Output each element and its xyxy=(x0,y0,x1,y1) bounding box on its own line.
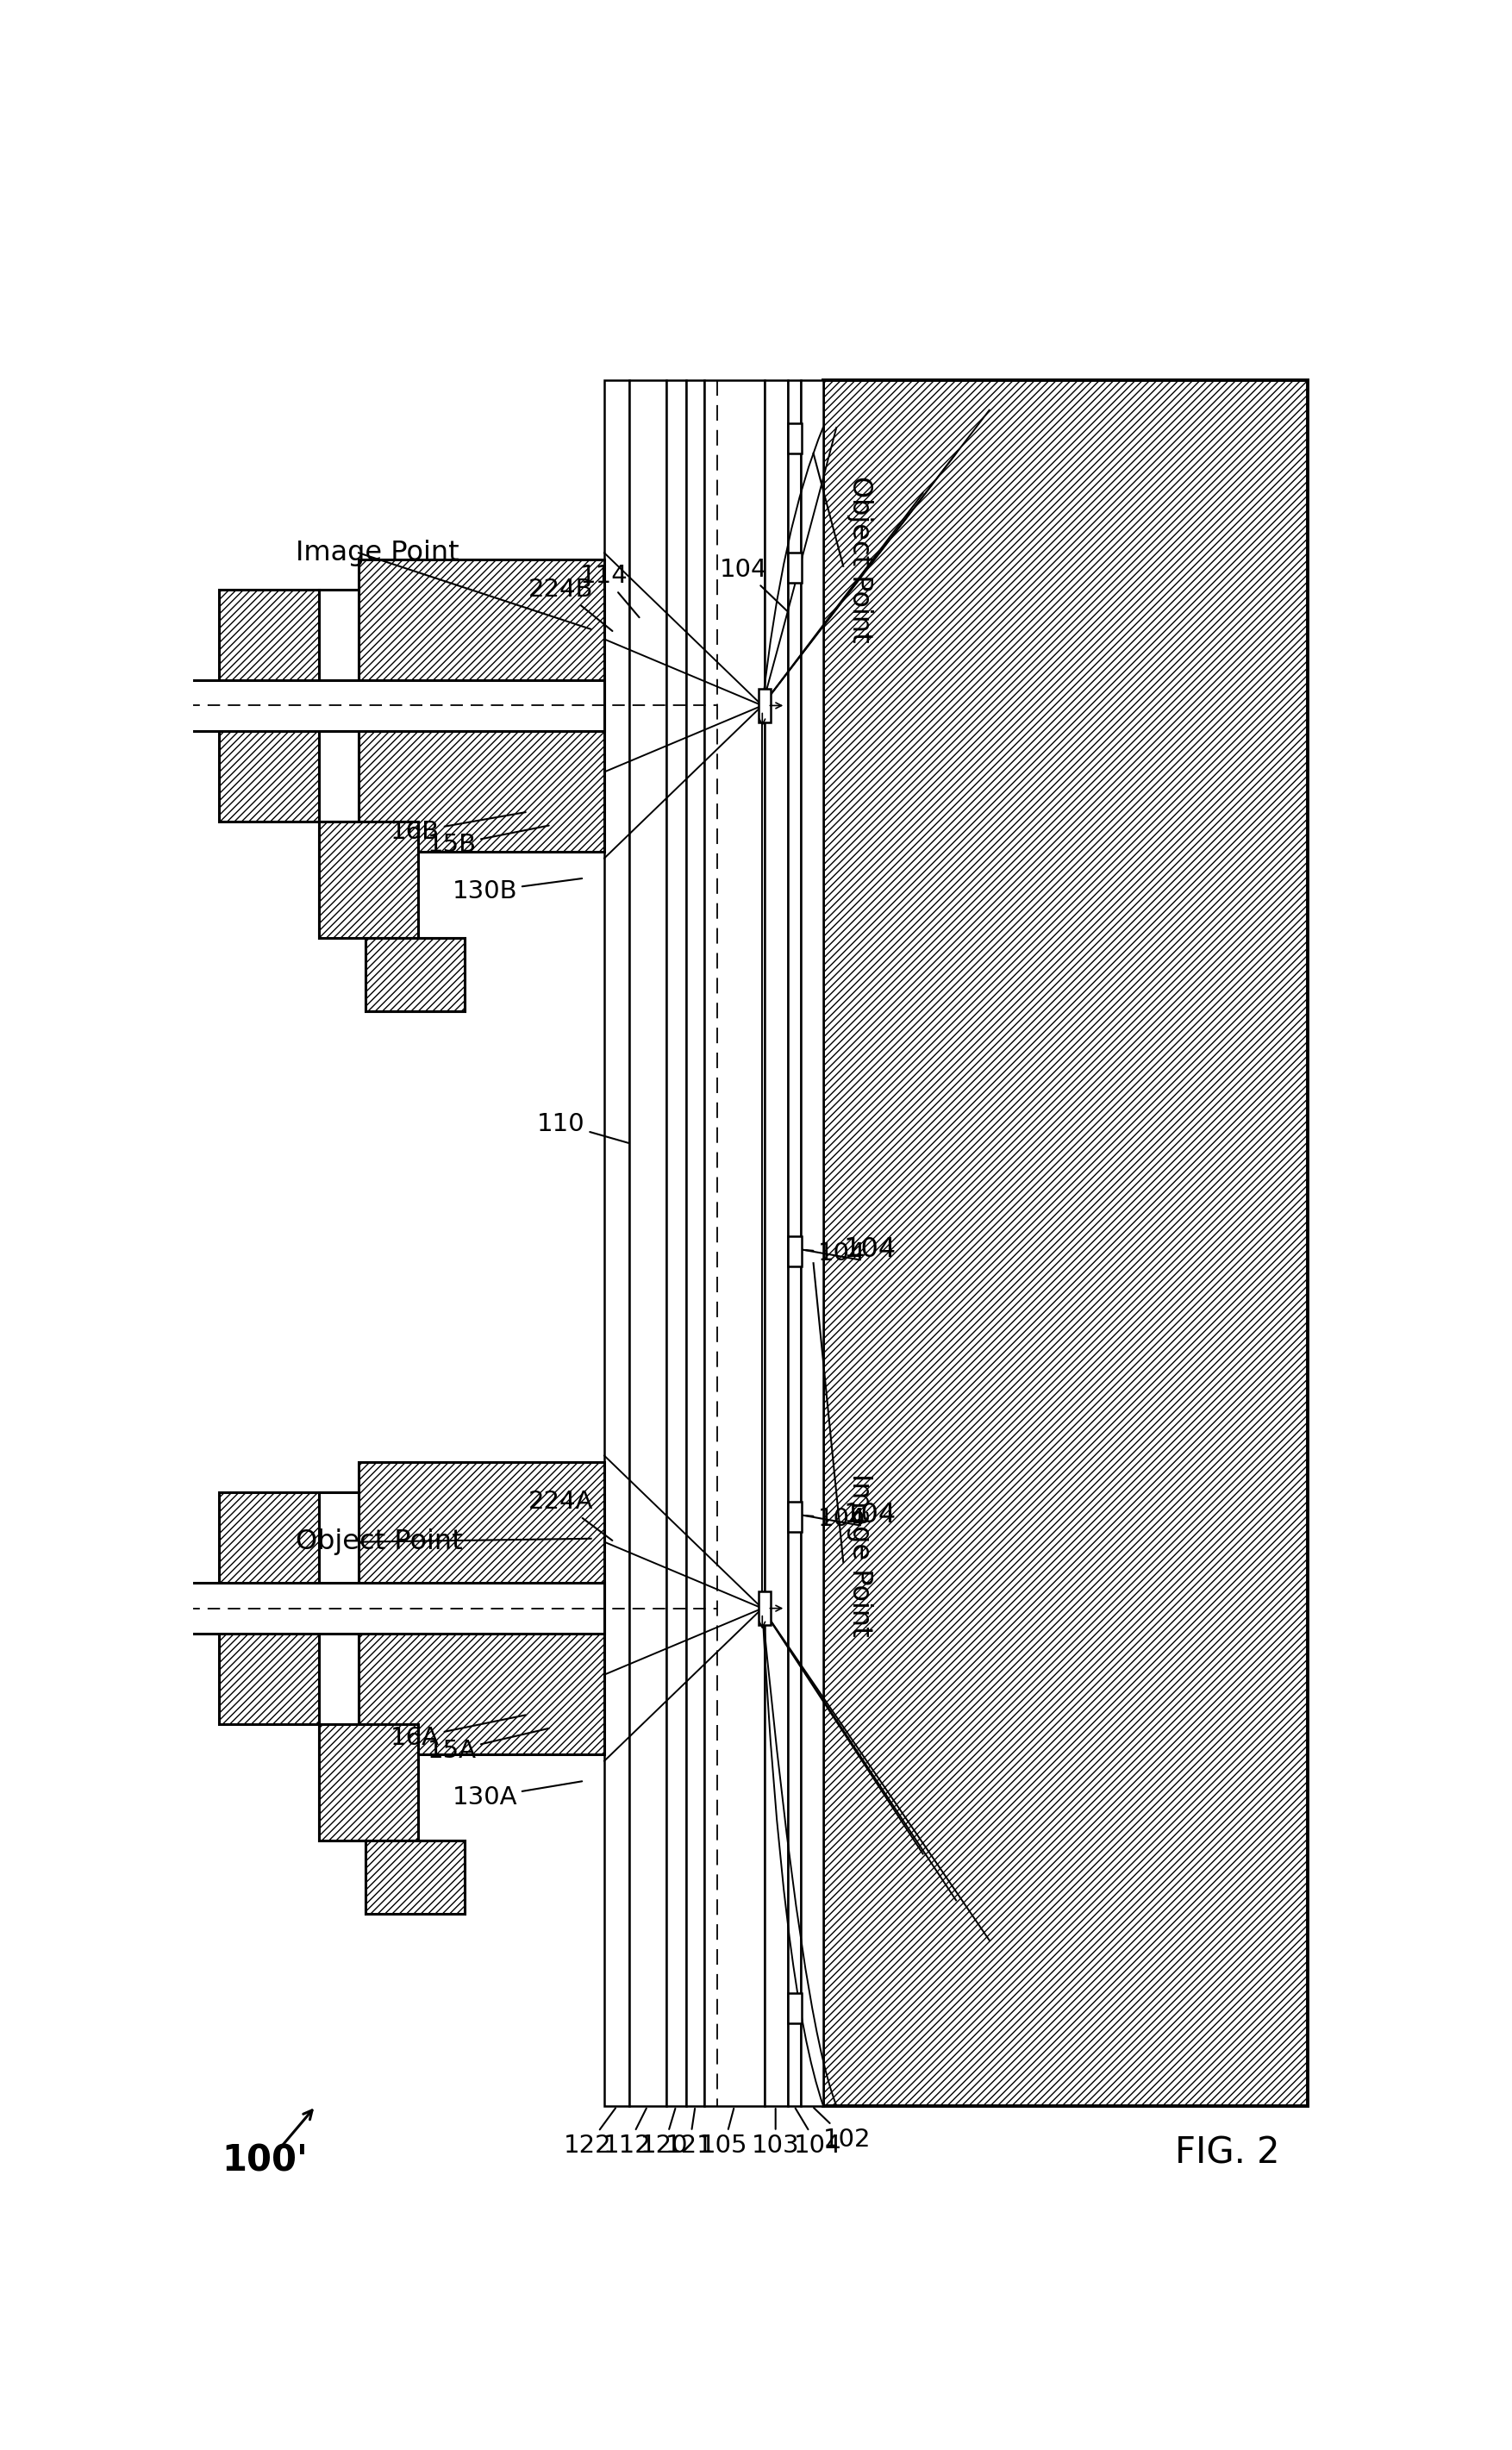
Bar xyxy=(319,1725,419,1840)
Text: 102: 102 xyxy=(813,2107,871,2151)
Bar xyxy=(366,1840,464,1913)
Bar xyxy=(366,938,464,1012)
Bar xyxy=(86,1583,605,1634)
Bar xyxy=(319,1725,419,1840)
Bar xyxy=(824,380,1308,2107)
Text: 104: 104 xyxy=(806,1507,866,1531)
Bar xyxy=(366,938,464,1012)
Bar xyxy=(319,821,419,938)
Bar xyxy=(788,1502,801,1531)
Bar xyxy=(219,1492,319,1725)
Text: 121: 121 xyxy=(665,2109,714,2158)
Text: Object Point: Object Point xyxy=(296,1529,463,1556)
Bar xyxy=(759,688,771,723)
Text: 15A: 15A xyxy=(426,1727,549,1764)
Text: Image Point: Image Point xyxy=(847,1472,874,1637)
Text: Object Point: Object Point xyxy=(847,475,874,642)
Bar xyxy=(319,1492,358,1725)
Text: 105: 105 xyxy=(700,2109,748,2158)
Bar xyxy=(667,380,686,2107)
Text: 110: 110 xyxy=(537,1112,629,1144)
Bar xyxy=(358,559,605,853)
Text: 224A: 224A xyxy=(529,1490,612,1541)
Bar xyxy=(788,1994,801,2024)
Bar xyxy=(319,821,419,938)
Bar xyxy=(788,424,801,453)
Bar xyxy=(764,380,788,2107)
Text: Image Point: Image Point xyxy=(296,539,460,566)
Text: 16B: 16B xyxy=(390,811,526,843)
Bar xyxy=(358,1463,605,1754)
Bar xyxy=(366,1840,464,1913)
Bar xyxy=(319,590,358,821)
Bar xyxy=(686,380,705,2107)
Text: 103: 103 xyxy=(751,2109,800,2158)
Text: 122: 122 xyxy=(564,2107,615,2158)
Text: 104: 104 xyxy=(844,1237,897,1264)
Bar xyxy=(605,380,629,2107)
Text: 15B: 15B xyxy=(426,826,549,857)
Text: 104: 104 xyxy=(806,1242,866,1264)
Bar xyxy=(788,554,801,583)
Text: FIG. 2: FIG. 2 xyxy=(1175,2134,1279,2171)
Bar xyxy=(788,1237,801,1267)
Bar xyxy=(801,380,824,2107)
Text: 224B: 224B xyxy=(529,578,612,632)
Text: 114: 114 xyxy=(581,564,640,617)
Text: 16A: 16A xyxy=(390,1715,526,1749)
Bar xyxy=(219,590,319,821)
Text: 100': 100' xyxy=(221,2141,307,2178)
Text: 130B: 130B xyxy=(452,880,582,904)
Text: 112: 112 xyxy=(603,2109,652,2158)
Text: 104: 104 xyxy=(794,2107,842,2158)
Bar xyxy=(759,1592,771,1624)
Bar xyxy=(705,380,764,2107)
Text: 120: 120 xyxy=(640,2109,688,2158)
Bar xyxy=(86,681,605,730)
Text: 104: 104 xyxy=(720,559,788,610)
Text: 130A: 130A xyxy=(452,1781,582,1811)
Bar xyxy=(788,380,801,2107)
Bar xyxy=(629,380,667,2107)
Text: 104: 104 xyxy=(844,1502,897,1529)
